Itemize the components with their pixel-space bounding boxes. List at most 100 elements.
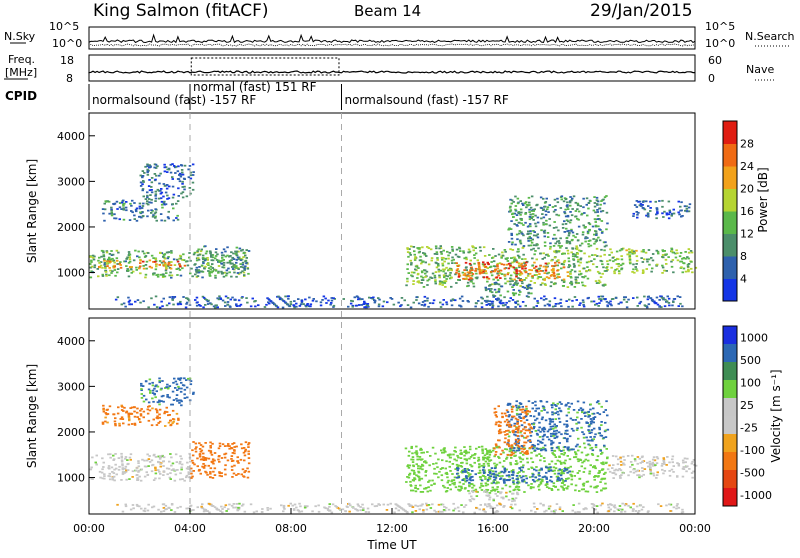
data-cell <box>174 172 177 174</box>
data-cell <box>197 249 200 251</box>
data-cell <box>393 512 396 514</box>
data-cell <box>558 418 561 420</box>
data-cell <box>537 247 540 249</box>
data-cell <box>508 445 511 447</box>
data-cell <box>690 250 693 252</box>
data-cell <box>496 464 499 466</box>
data-cell <box>139 421 142 423</box>
data-cell <box>681 215 684 217</box>
data-cell <box>106 252 109 254</box>
data-cell <box>500 453 503 455</box>
data-cell <box>600 424 603 426</box>
data-cell <box>299 505 302 507</box>
data-cell <box>546 276 549 278</box>
data-cell <box>545 210 548 212</box>
data-cell <box>607 429 610 431</box>
data-cell <box>496 486 499 488</box>
data-cell <box>248 453 251 455</box>
data-cell <box>525 271 528 273</box>
data-cell <box>604 483 607 485</box>
data-cell <box>683 466 686 468</box>
data-cell <box>234 299 237 301</box>
data-cell <box>112 459 115 461</box>
data-cell <box>588 473 591 475</box>
data-cell <box>129 254 132 256</box>
data-cell <box>474 306 477 308</box>
data-cell <box>652 463 655 465</box>
data-cell <box>202 306 205 308</box>
data-cell <box>170 457 173 459</box>
data-cell <box>412 280 415 282</box>
data-cell <box>149 379 152 381</box>
data-cell <box>479 509 482 511</box>
data-cell <box>511 447 513 449</box>
data-cell <box>540 270 543 272</box>
data-cell <box>522 428 525 430</box>
data-cell <box>633 213 636 215</box>
data-cell <box>634 204 637 206</box>
data-cell <box>530 486 533 488</box>
data-cell <box>170 268 173 270</box>
data-cell <box>495 471 498 473</box>
data-cell <box>657 253 660 255</box>
data-cell <box>456 455 459 457</box>
data-cell <box>687 266 690 268</box>
data-cell <box>317 505 320 507</box>
data-cell <box>469 263 472 265</box>
data-cell <box>579 274 582 276</box>
data-cell <box>578 470 581 472</box>
data-cell <box>203 466 206 468</box>
data-cell <box>656 474 659 476</box>
data-cell <box>583 253 586 255</box>
data-cell <box>140 508 143 510</box>
data-cell <box>409 465 412 467</box>
data-cell <box>558 407 561 409</box>
data-cell <box>231 476 234 478</box>
data-cell <box>516 413 519 415</box>
data-cell <box>522 459 525 461</box>
data-cell <box>526 414 529 416</box>
data-cell <box>687 258 690 260</box>
data-cell <box>518 416 521 418</box>
data-cell <box>517 198 520 200</box>
data-cell <box>389 297 392 299</box>
data-cell <box>224 457 227 459</box>
data-cell <box>575 279 578 281</box>
data-cell <box>473 257 476 259</box>
data-cell <box>593 504 596 506</box>
data-cell <box>130 509 133 511</box>
data-cell <box>558 245 561 247</box>
data-cell <box>152 257 155 259</box>
data-cell <box>549 225 552 227</box>
data-cell <box>478 267 481 269</box>
data-cell <box>656 212 659 214</box>
data-cell <box>171 275 174 277</box>
data-cell <box>487 463 490 465</box>
data-cell <box>159 260 162 262</box>
data-cell <box>522 286 525 288</box>
data-cell <box>597 215 600 217</box>
data-cell <box>140 480 143 482</box>
data-cell <box>244 260 247 262</box>
data-cell <box>521 279 524 281</box>
data-cell <box>198 254 201 256</box>
data-cell <box>526 233 529 235</box>
data-cell <box>441 284 444 286</box>
data-cell <box>228 448 231 450</box>
data-cell <box>228 504 231 506</box>
data-cell <box>574 489 577 491</box>
data-cell <box>590 432 593 434</box>
data-cell <box>451 249 454 251</box>
data-cell <box>440 450 443 452</box>
data-cell <box>537 237 540 239</box>
data-cell <box>439 302 442 304</box>
data-cell <box>169 453 172 455</box>
data-cell <box>415 266 418 268</box>
data-cell <box>116 208 119 210</box>
data-cell <box>164 185 167 187</box>
data-cell <box>178 195 181 197</box>
data-cell <box>462 483 465 485</box>
data-cell <box>541 479 544 481</box>
data-cell <box>510 504 513 506</box>
data-cell <box>190 473 193 475</box>
